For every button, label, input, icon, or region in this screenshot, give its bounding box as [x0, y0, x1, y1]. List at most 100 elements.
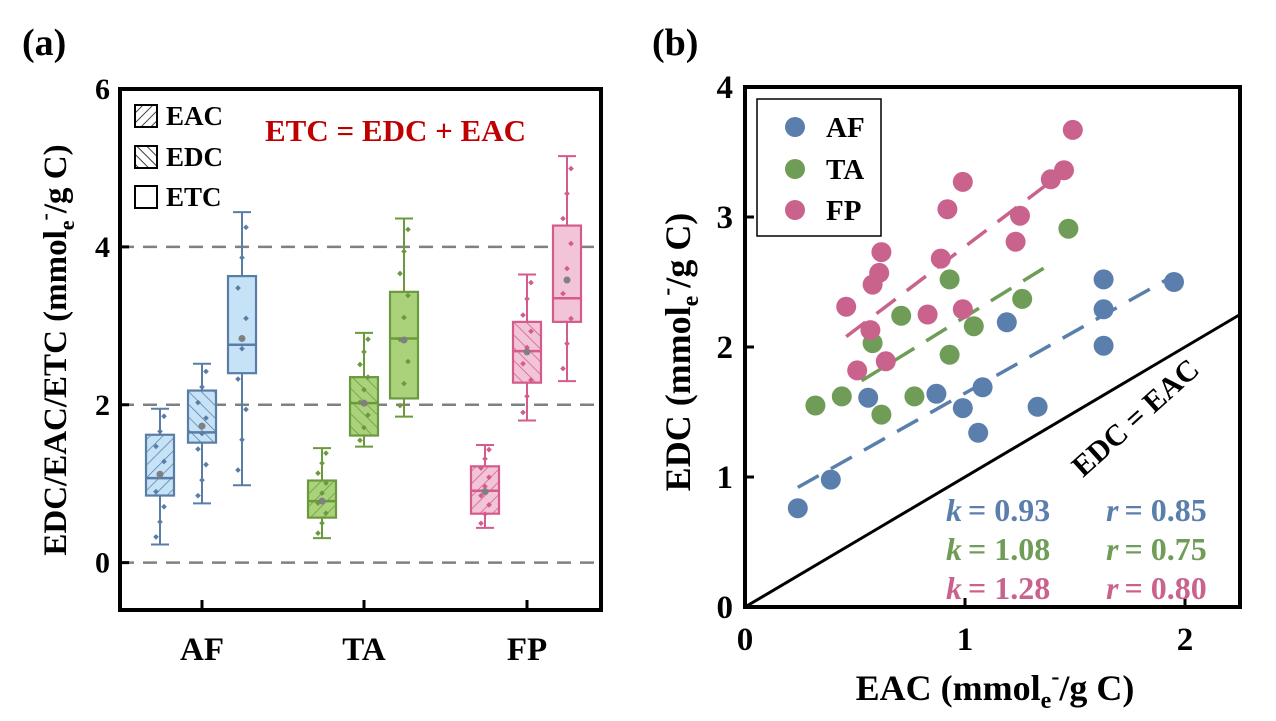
- legend-label-etc: ETC: [166, 182, 222, 212]
- point-ta-1: [831, 386, 852, 407]
- stat-fp-k-symbol: k: [946, 570, 962, 606]
- legend-label-edc: EDC: [166, 142, 223, 172]
- stat-ta-k: k = 1.08: [946, 531, 1050, 567]
- box-ta-etc-body: [388, 290, 420, 400]
- box-af-edc-sample: [195, 492, 201, 499]
- legend-swatch-edc: [134, 145, 158, 169]
- y-tick-label-2: 2: [95, 389, 110, 422]
- point-af-10: [1093, 299, 1114, 320]
- stat-af-r-value: = 0.85: [1124, 492, 1206, 528]
- point-ta-7: [939, 344, 960, 365]
- box-fp-eac-sample: [478, 465, 484, 471]
- box-af-eac-sample: [161, 503, 167, 510]
- legend-label-eac: EAC: [166, 101, 223, 131]
- point-fp-1: [847, 360, 868, 381]
- panel-b-reference-label: EDC = EAC: [1066, 353, 1206, 484]
- box-af-eac-hatch: [146, 434, 174, 496]
- box-ta-eac-sample: [319, 490, 325, 496]
- box-af-etc-sample: [243, 224, 249, 231]
- point-af-6: [972, 377, 993, 398]
- box-fp-etc-sample: [560, 365, 566, 372]
- box-ta-edc-sample: [361, 349, 367, 355]
- panel-b-x-axis-title: EAC (mmole-/g C): [856, 664, 1135, 714]
- box-af-edc-sample: [203, 461, 209, 468]
- box-af-edc-sample: [203, 415, 209, 421]
- y-tick-label-6: 6: [95, 73, 110, 106]
- stat-ta-r-value: = 0.75: [1124, 531, 1206, 567]
- box-fp-edc-sample: [528, 377, 534, 383]
- box-ta-eac-sample: [315, 470, 321, 477]
- box-ta-edc-sample: [357, 437, 363, 444]
- point-fp-16: [1062, 119, 1083, 140]
- legend-marker-af: [785, 117, 805, 137]
- box-af-etc-sample: [239, 345, 245, 352]
- box-fp-eac-sample: [486, 446, 492, 453]
- box-fp-edc: [511, 273, 543, 422]
- legend-marker-fp: [785, 200, 805, 220]
- panel-b: (b) EDC (mmole-/g C) EAC (mmole-/g C) 01…: [652, 22, 1242, 714]
- panel-b-x-axis-title-sup: -: [1051, 664, 1059, 690]
- box-af-edc-sample: [203, 368, 209, 375]
- box-ta-etc-sample: [401, 248, 407, 255]
- box-fp-eac-sample: [486, 502, 492, 508]
- point-fp-13: [1010, 205, 1030, 226]
- box-ta-edc-mean: [360, 399, 368, 407]
- panel-b-y-axis-title-tail: /g C): [658, 213, 698, 289]
- panel-a-y-axis-title-sub: e: [54, 220, 79, 230]
- box-ta-etc: [388, 217, 420, 418]
- box-fp-edc-sample: [520, 360, 526, 367]
- panel-a-label: (a): [22, 22, 66, 64]
- point-ta-3: [871, 404, 892, 425]
- panel-a-y-axis-title-tail: /g C): [38, 144, 74, 214]
- point-ta-5: [904, 386, 925, 407]
- box-ta-etc-sample: [405, 358, 411, 365]
- box-fp-etc-sample: [560, 215, 566, 222]
- point-fp-9: [937, 199, 958, 220]
- point-fp-10: [952, 299, 973, 320]
- fit-line-fp: [845, 170, 1066, 338]
- point-ta-9: [1012, 288, 1033, 309]
- legend-label-af: AF: [826, 112, 865, 144]
- box-af-eac-sample: [161, 413, 167, 420]
- box-af-eac-sample: [153, 534, 159, 540]
- box-fp-etc-sample: [568, 165, 574, 172]
- legend-swatch-eac: [134, 104, 158, 128]
- b-y-tick-label-2: 2: [717, 330, 734, 366]
- legend-item-etc: ETC: [134, 182, 222, 212]
- box-af-edc: [186, 362, 218, 505]
- panel-a-y-axis-title: EDC/EAC/ETC (mmole-/g C): [32, 144, 79, 555]
- box-ta-edc: [348, 331, 380, 448]
- stat-fp-r: r = 0.80: [1106, 570, 1207, 606]
- stat-ta-r: r = 0.75: [1106, 531, 1207, 567]
- point-fp-6: [875, 351, 896, 372]
- point-ta-8: [963, 316, 984, 337]
- b-x-tick-label-2: 2: [1177, 622, 1194, 658]
- panel-b-x-axis-title-main: EAC (mmol: [856, 668, 1041, 708]
- point-fp-4: [869, 262, 890, 283]
- box-fp-eac-sample: [482, 456, 488, 462]
- point-ta-0: [805, 395, 826, 416]
- point-af-4: [952, 398, 973, 419]
- point-af-11: [1093, 335, 1114, 356]
- point-fp-5: [871, 242, 892, 263]
- box-af-etc-body: [226, 274, 258, 375]
- box-af-etc-sample: [239, 254, 245, 261]
- panel-b-y-axis-title-sub: e: [678, 295, 704, 306]
- panel-b-reference-line: [744, 313, 1241, 609]
- box-ta-eac-sample: [315, 530, 321, 536]
- panel-a-plot-frame: [118, 87, 603, 612]
- point-fp-8: [930, 248, 951, 269]
- panel-b-x-axis-title-tail: /g C): [1058, 668, 1134, 708]
- stat-ta-r-symbol: r: [1106, 531, 1119, 567]
- box-fp-etc-sample: [564, 190, 570, 197]
- legend-swatch-etc: [134, 185, 158, 209]
- box-fp-etc-sample: [564, 265, 570, 272]
- box-fp-eac: [469, 444, 501, 529]
- x-tick-label-fp: FP: [507, 632, 547, 668]
- stat-af-k-value: = 0.93: [968, 492, 1050, 528]
- panel-b-fit-stats: k = 0.93 r = 0.85 k = 1.08 r = 0.75 k = 1.28 …: [946, 492, 1207, 606]
- y-tick-label-4: 4: [95, 231, 110, 264]
- box-ta-eac-sample: [319, 520, 325, 526]
- box-ta-edc-sample: [365, 336, 371, 343]
